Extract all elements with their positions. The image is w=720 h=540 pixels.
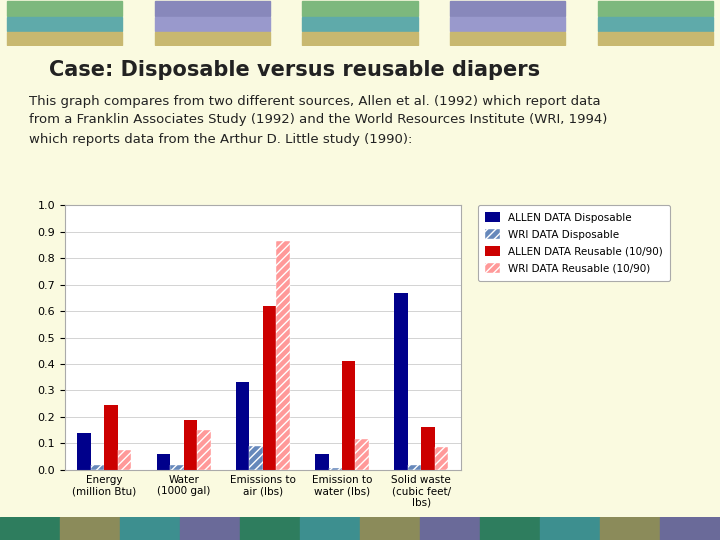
Bar [302, 1, 418, 16]
Bar [302, 17, 418, 31]
Bar [660, 517, 720, 540]
Bar [435, 447, 448, 470]
Bar [240, 517, 300, 540]
Bar [249, 446, 263, 470]
Bar [598, 32, 713, 45]
Bar [184, 420, 197, 470]
Bar [360, 517, 420, 540]
Bar [197, 430, 210, 470]
Bar [120, 517, 180, 540]
Bar [600, 517, 660, 540]
Bar [342, 361, 356, 470]
Bar [157, 454, 170, 470]
Bar [480, 517, 540, 540]
Bar [60, 517, 120, 540]
Bar [598, 1, 713, 16]
Text: Case: Disposable versus reusable diapers: Case: Disposable versus reusable diapers [49, 60, 540, 80]
Bar [7, 17, 122, 31]
Bar [155, 17, 270, 31]
Bar [420, 517, 480, 540]
Bar [118, 450, 131, 470]
Bar [356, 440, 369, 470]
Bar [170, 464, 184, 470]
Bar [7, 1, 122, 16]
Bar [450, 32, 565, 45]
Bar [395, 293, 408, 470]
Bar [328, 469, 342, 470]
Bar [78, 433, 91, 470]
Bar [408, 464, 421, 470]
Bar [276, 241, 289, 470]
Bar [421, 428, 435, 470]
Bar [450, 17, 565, 31]
Bar [540, 517, 600, 540]
Bar [104, 405, 118, 470]
Text: This graph compares from two different sources, Allen et al. (1992) which report: This graph compares from two different s… [29, 94, 607, 145]
Bar [302, 32, 418, 45]
Bar [155, 1, 270, 16]
Bar [180, 517, 240, 540]
Bar [7, 32, 122, 45]
Bar [598, 17, 713, 31]
Bar [315, 454, 328, 470]
Bar [91, 464, 104, 470]
Legend: ALLEN DATA Disposable, WRI DATA Disposable, ALLEN DATA Reusable (10/90), WRI DAT: ALLEN DATA Disposable, WRI DATA Disposab… [478, 205, 670, 281]
Bar [450, 1, 565, 16]
Bar [300, 517, 360, 540]
Bar [263, 306, 276, 470]
Bar [236, 382, 249, 470]
Bar [155, 32, 270, 45]
Bar [0, 517, 60, 540]
